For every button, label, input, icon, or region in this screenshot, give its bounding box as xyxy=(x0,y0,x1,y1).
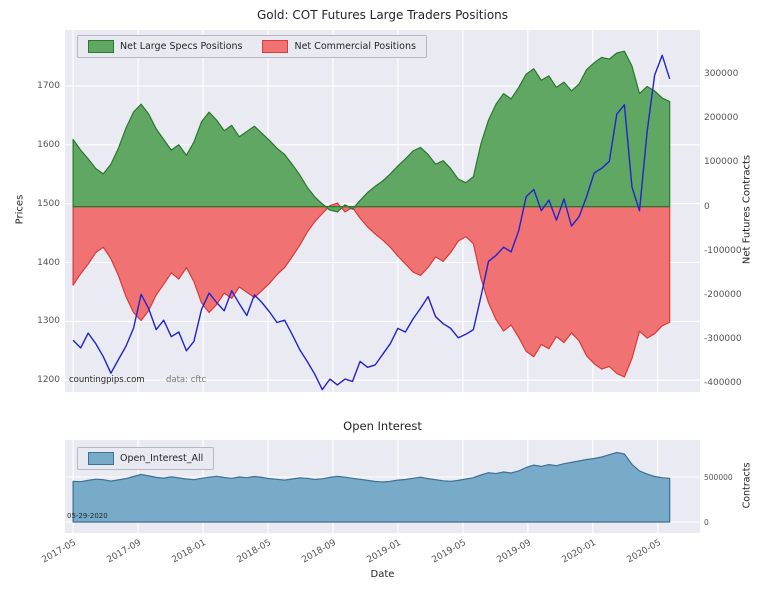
open-interest-legend-label: Open_Interest_All xyxy=(120,453,204,464)
y-tick-label-left: 1400 xyxy=(37,257,60,268)
y-tick-label-left: 1700 xyxy=(37,80,60,91)
commercial-legend-label: Net Commercial Positions xyxy=(294,41,416,52)
specs-legend-patch xyxy=(88,40,114,53)
y-tick-label-right: 0 xyxy=(704,201,710,212)
x-axis-label: Date xyxy=(370,569,395,580)
area-series xyxy=(72,451,671,523)
legend-bottom: Open_Interest_All xyxy=(77,447,215,470)
y-tick-label-right: 0 xyxy=(704,518,709,527)
y-tick-label-right: -400000 xyxy=(704,378,742,389)
y-tick-label-right: 500000 xyxy=(704,473,733,482)
y-tick-label-right: -200000 xyxy=(704,289,742,300)
y-tick-label-right: 100000 xyxy=(704,157,739,168)
subplot2-title: Open Interest xyxy=(343,419,422,433)
price-line xyxy=(72,54,671,391)
legend-item-commercial: Net Commercial Positions xyxy=(262,40,416,53)
open-interest-legend-patch xyxy=(88,452,114,465)
y-tick-label-left: 1300 xyxy=(37,316,60,327)
y-tick-label-right: -100000 xyxy=(704,245,742,256)
y-tick-label-right: 200000 xyxy=(704,113,739,124)
area-series xyxy=(72,50,671,213)
commercial-legend-patch xyxy=(262,40,289,53)
area-series xyxy=(72,202,671,378)
date-annotation: 05-29-2020 xyxy=(67,512,108,520)
legend-item-specs: Net Large Specs Positions xyxy=(88,40,242,53)
watermark-text: countingpips.com xyxy=(69,375,145,385)
data-source-text: data: cftc xyxy=(166,375,207,385)
figure-title: Gold: COT Futures Large Traders Position… xyxy=(256,8,509,22)
legend-item-open-interest: Open_Interest_All xyxy=(88,452,203,465)
y-tick-label-left: 1500 xyxy=(37,198,60,209)
y-tick-label-right: -300000 xyxy=(704,334,742,344)
y-tick-label-left: 1600 xyxy=(37,139,60,150)
specs-legend-label: Net Large Specs Positions xyxy=(120,41,243,52)
y-tick-label-left: 1200 xyxy=(37,375,60,386)
y-tick-label-right: 300000 xyxy=(704,69,739,80)
y-axis-label-right2: Contracts xyxy=(741,462,753,509)
legend-top: Net Large Specs Positions Net Commercial… xyxy=(77,35,427,58)
